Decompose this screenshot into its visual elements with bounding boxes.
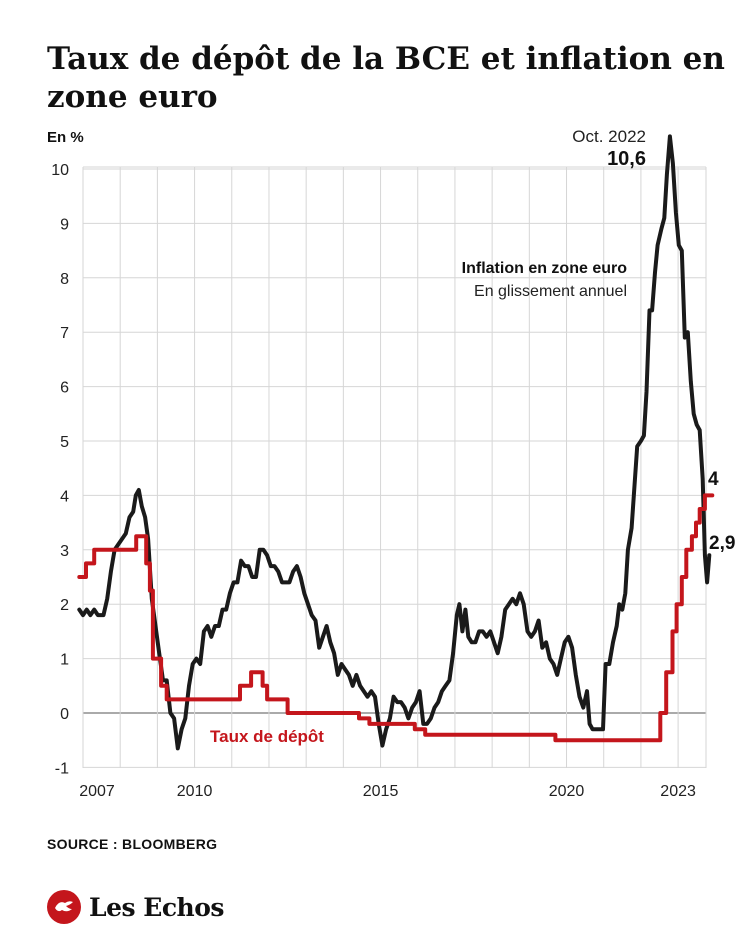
chart-axes: -1 0 1 2 3 4 5 6 7 8 9 10 2007 2010 2015 2020 2023 En %: [47, 129, 696, 800]
peak-value-label: 10,6: [607, 148, 646, 170]
brand-logo: Les Echos: [47, 890, 224, 924]
deposit-rate-line: [77, 493, 715, 743]
x-tick-label: 2023: [660, 783, 696, 800]
logo-text: Les Echos: [89, 892, 224, 922]
y-tick-label: 0: [60, 706, 69, 723]
x-tick-label: 2007: [79, 783, 115, 800]
x-tick-label: 2010: [177, 783, 213, 800]
chart-labels: Oct. 2022 10,6 Inflation en zone euro En gl…: [210, 127, 735, 746]
y-tick-label: 8: [60, 271, 69, 288]
y-tick-label: 4: [60, 488, 69, 505]
y-tick-label: 1: [60, 652, 69, 669]
y-tick-label: -1: [55, 760, 69, 777]
y-tick-label: 6: [60, 380, 69, 397]
y-tick-label: 3: [60, 543, 69, 560]
peak-date-label: Oct. 2022: [572, 127, 646, 146]
source-note: SOURCE : BLOOMBERG: [47, 836, 218, 852]
chart-grid: [82, 166, 707, 768]
y-tick-label: 2: [60, 597, 69, 614]
x-tick-label: 2015: [363, 783, 399, 800]
inflation-last-value-label: 2,9: [709, 533, 735, 554]
inflation-series-label: Inflation en zone euro: [462, 260, 628, 277]
echos-logo-icon: [47, 890, 81, 924]
inflation-line: [77, 134, 712, 751]
rate-last-value-label: 4: [708, 469, 719, 490]
x-tick-label: 2020: [549, 783, 585, 800]
y-axis-unit-label: En %: [47, 129, 84, 146]
y-tick-label: 9: [60, 216, 69, 233]
deposit-rate-series-label: Taux de dépôt: [210, 727, 324, 746]
inflation-series-sublabel: En glissement annuel: [474, 283, 627, 300]
y-tick-label: 7: [60, 325, 69, 342]
chart-area: -1 0 1 2 3 4 5 6 7 8 9 10 2007 2010 2015 2020 2023 En % O…: [47, 127, 735, 800]
chart-series: [77, 134, 715, 751]
y-tick-label: 5: [60, 434, 69, 451]
y-tick-label: 10: [51, 162, 69, 179]
page-title: Taux de dépôt de la BCE et inflation en …: [47, 41, 725, 115]
